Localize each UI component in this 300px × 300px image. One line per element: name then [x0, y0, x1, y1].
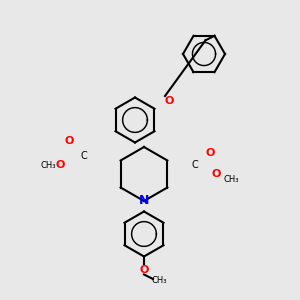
Text: C: C [192, 160, 198, 170]
Text: CH₃: CH₃ [40, 160, 56, 169]
Text: O: O [211, 169, 221, 179]
Text: CH₃: CH₃ [223, 176, 239, 184]
Text: N: N [139, 194, 149, 208]
Text: O: O [64, 136, 74, 146]
Text: CH₃: CH₃ [151, 276, 167, 285]
Text: C: C [81, 151, 87, 161]
Text: O: O [205, 148, 215, 158]
Text: O: O [139, 265, 149, 275]
Text: O: O [55, 160, 65, 170]
Text: O: O [165, 95, 174, 106]
